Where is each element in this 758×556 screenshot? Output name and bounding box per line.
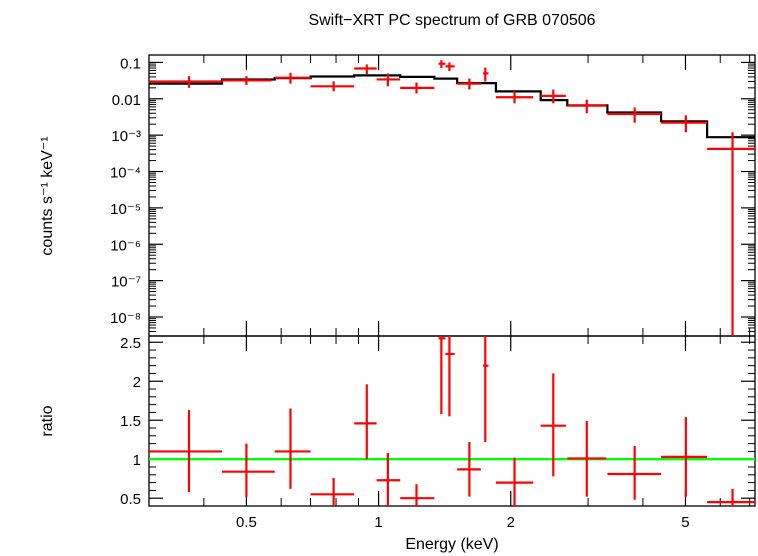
ratio-y-tick-label: 2 bbox=[133, 374, 141, 391]
spectrum-y-ticks: 0.1 0.01 10⁻³ 10⁻⁴ 10⁻⁵ 10⁻⁶ 10⁻⁷ 10⁻⁸ bbox=[110, 55, 755, 337]
ratio-y-ticks: 0.5 1 1.5 2 2.5 bbox=[120, 335, 755, 508]
ratio-point bbox=[540, 373, 566, 477]
model-step-curve bbox=[149, 74, 755, 139]
y-tick-label: 10⁻⁵ bbox=[110, 201, 141, 218]
y-tick-label: 10⁻⁷ bbox=[111, 274, 141, 291]
ratio-point bbox=[495, 457, 534, 506]
spectrum-point bbox=[438, 60, 446, 69]
spectrum-point bbox=[400, 82, 435, 94]
ratio-point bbox=[445, 336, 455, 417]
ratio-y-axis-label: ratio bbox=[39, 405, 56, 436]
ratio-point bbox=[310, 477, 355, 506]
spectrum-point bbox=[707, 132, 755, 336]
spectrum-data-points bbox=[149, 60, 755, 336]
ratio-point bbox=[438, 336, 446, 414]
spectrum-point bbox=[567, 99, 607, 114]
spectrum-point bbox=[457, 78, 481, 90]
spectrum-point bbox=[495, 91, 534, 104]
spectrum-point bbox=[274, 72, 311, 84]
y-tick-label: 10⁻⁴ bbox=[110, 165, 141, 182]
y-tick-label: 0.1 bbox=[120, 55, 141, 72]
spectrum-point bbox=[607, 107, 662, 123]
ratio-point bbox=[607, 445, 662, 500]
spectrum-point bbox=[661, 115, 708, 133]
ratio-y-tick-label: 1 bbox=[133, 452, 141, 469]
spectrum-point bbox=[445, 62, 455, 72]
spectrum-y-axis-label: counts s⁻¹ keV⁻¹ bbox=[39, 136, 56, 255]
chart-title: Swift−XRT PC spectrum of GRB 070506 bbox=[308, 12, 595, 29]
ratio-point bbox=[661, 417, 708, 497]
ratio-point bbox=[483, 336, 489, 443]
x-tick-label: 2 bbox=[507, 514, 515, 531]
x-axis-label: Energy (keV) bbox=[405, 536, 498, 553]
ratio-point bbox=[274, 408, 311, 489]
ratio-y-tick-label: 1.5 bbox=[120, 413, 141, 430]
spectrum-point bbox=[354, 64, 377, 75]
spectrum-panel-frame bbox=[148, 54, 756, 337]
y-tick-label: 10⁻⁸ bbox=[110, 310, 141, 327]
ratio-data-points bbox=[149, 336, 755, 506]
ratio-point bbox=[222, 443, 275, 497]
y-tick-label: 10⁻³ bbox=[111, 128, 141, 145]
model-curve bbox=[149, 74, 755, 139]
ratio-point bbox=[400, 484, 435, 506]
ratio-point bbox=[707, 488, 755, 506]
spectrum-point bbox=[540, 89, 566, 104]
ratio-y-tick-label: 0.5 bbox=[120, 491, 141, 508]
y-tick-label: 10⁻⁶ bbox=[110, 237, 141, 254]
x-tick-label: 5 bbox=[681, 514, 689, 531]
ratio-panel-frame bbox=[148, 335, 756, 507]
ratio-point bbox=[376, 452, 401, 506]
x-tick-label: 1 bbox=[374, 514, 382, 531]
ratio-point bbox=[567, 421, 607, 497]
spectrum-point bbox=[376, 73, 401, 87]
spectrum-point bbox=[222, 76, 272, 85]
spectrum-point bbox=[483, 67, 489, 82]
y-tick-label: 0.01 bbox=[112, 92, 141, 109]
x-tick-label: 0.5 bbox=[236, 514, 257, 531]
ratio-y-tick-label: 2.5 bbox=[120, 335, 141, 352]
ratio-point bbox=[354, 384, 377, 460]
ratio-point bbox=[457, 442, 481, 497]
spectrum-point bbox=[310, 81, 355, 92]
ratio-point bbox=[149, 410, 223, 492]
spectrum-point bbox=[149, 76, 223, 88]
